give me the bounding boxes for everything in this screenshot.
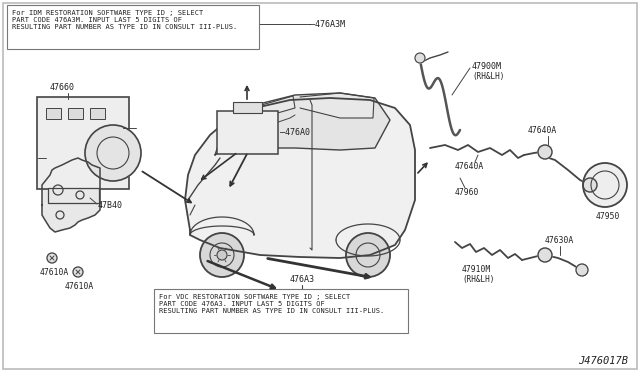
Text: 47960: 47960 <box>455 188 479 197</box>
Text: 47610A: 47610A <box>40 268 69 277</box>
Circle shape <box>583 178 597 192</box>
Text: 47910M: 47910M <box>462 265 492 274</box>
Text: 47640A: 47640A <box>455 162 484 171</box>
FancyBboxPatch shape <box>216 110 278 154</box>
Circle shape <box>583 163 627 207</box>
FancyBboxPatch shape <box>37 97 129 189</box>
Text: 47640A: 47640A <box>528 126 557 135</box>
Circle shape <box>346 233 390 277</box>
Circle shape <box>538 145 552 159</box>
Circle shape <box>217 250 227 260</box>
Text: 47950: 47950 <box>596 212 620 221</box>
Text: 47630A: 47630A <box>545 236 574 245</box>
Polygon shape <box>215 93 390 155</box>
Circle shape <box>415 53 425 63</box>
Text: —476A3M: —476A3M <box>310 19 345 29</box>
Text: —476A0: —476A0 <box>280 128 310 137</box>
Text: 47660: 47660 <box>50 83 75 92</box>
Text: (RH&LH): (RH&LH) <box>462 275 494 284</box>
Text: 47610A: 47610A <box>65 282 94 291</box>
Polygon shape <box>185 98 415 258</box>
Polygon shape <box>300 93 374 118</box>
Text: For VDC RESTORATION SOFTWARE TYPE ID ; SELECT
PART CODE 476A3. INPUT LAST 5 DIGI: For VDC RESTORATION SOFTWARE TYPE ID ; S… <box>159 294 384 314</box>
Circle shape <box>85 125 141 181</box>
Circle shape <box>73 267 83 277</box>
FancyBboxPatch shape <box>47 187 99 202</box>
FancyBboxPatch shape <box>232 102 262 112</box>
FancyBboxPatch shape <box>7 5 259 49</box>
Text: (RH&LH): (RH&LH) <box>472 72 504 81</box>
FancyBboxPatch shape <box>3 3 637 369</box>
Text: For IDM RESTORATION SOFTWARE TYPE ID ; SELECT
PART CODE 476A3M. INPUT LAST 5 DIG: For IDM RESTORATION SOFTWARE TYPE ID ; S… <box>12 10 237 30</box>
FancyBboxPatch shape <box>154 289 408 333</box>
Polygon shape <box>42 158 100 232</box>
FancyBboxPatch shape <box>45 108 61 119</box>
Circle shape <box>47 253 57 263</box>
Circle shape <box>200 233 244 277</box>
Text: 476A3: 476A3 <box>290 275 315 284</box>
Text: J476017B: J476017B <box>578 356 628 366</box>
Text: 47B40: 47B40 <box>98 201 123 209</box>
FancyBboxPatch shape <box>67 108 83 119</box>
FancyBboxPatch shape <box>90 108 104 119</box>
Circle shape <box>576 264 588 276</box>
Text: 47900M: 47900M <box>472 62 502 71</box>
Polygon shape <box>218 96 295 152</box>
Circle shape <box>538 248 552 262</box>
